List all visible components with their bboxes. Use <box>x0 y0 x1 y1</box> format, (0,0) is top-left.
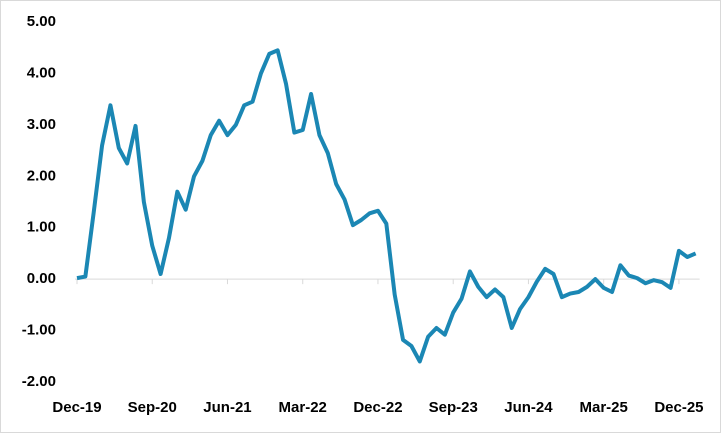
x-tick-label: Sep-23 <box>429 399 478 416</box>
y-tick-label: 4.00 <box>27 64 56 81</box>
x-tick-label: Sep-20 <box>128 399 177 416</box>
x-tick-label: Dec-22 <box>353 399 402 416</box>
x-tick-label: Jun-24 <box>504 399 553 416</box>
y-tick-label: -2.00 <box>22 373 56 390</box>
x-tick-label: Mar-22 <box>279 399 327 416</box>
x-tick-label: Jun-21 <box>203 399 251 416</box>
y-tick-label: 1.00 <box>27 219 56 236</box>
y-tick-label: 3.00 <box>27 116 56 133</box>
y-tick-label: -1.00 <box>22 322 56 339</box>
x-tick-label: Mar-25 <box>580 399 628 416</box>
x-tick-label: Dec-19 <box>52 399 101 416</box>
data-line <box>76 48 697 364</box>
y-tick-label: 0.00 <box>27 270 56 287</box>
x-tick-label: Dec-25 <box>654 399 703 416</box>
y-tick-label: 2.00 <box>27 167 56 184</box>
y-tick-label: 5.00 <box>27 13 56 30</box>
